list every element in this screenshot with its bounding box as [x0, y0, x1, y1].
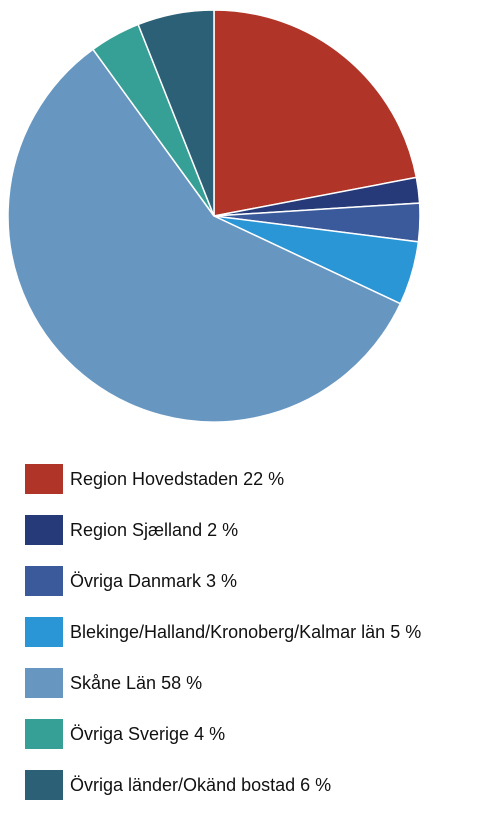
legend-swatch	[25, 464, 63, 494]
legend-label: Övriga länder/Okänd bostad 6 %	[70, 775, 331, 795]
legend-name: Region Hovedstaden	[70, 469, 238, 489]
legend-swatch	[25, 770, 63, 800]
legend-swatch	[25, 566, 63, 596]
legend-name: Region Sjælland	[70, 520, 202, 540]
legend-swatch	[25, 719, 63, 749]
legend-label: Skåne Län 58 %	[70, 673, 202, 693]
legend-value: 5 %	[390, 622, 421, 642]
legend-name: Skåne Län	[70, 673, 156, 693]
legend-label: Region Sjælland 2 %	[70, 520, 238, 540]
legend-value: 4 %	[194, 724, 225, 744]
legend-value: 22 %	[243, 469, 284, 489]
legend-value: 2 %	[207, 520, 238, 540]
legend-label: Region Hovedstaden 22 %	[70, 469, 284, 489]
pie-slice	[137, 9, 215, 217]
legend-swatch	[25, 668, 63, 698]
legend-label: Övriga Danmark 3 %	[70, 571, 237, 591]
legend-name: Övriga Danmark	[70, 571, 202, 591]
legend-name: Blekinge/Halland/Kronoberg/Kalmar län	[70, 622, 385, 642]
legend-value: 6 %	[300, 775, 331, 795]
legend-value: 58 %	[161, 673, 202, 693]
legend-name: Övriga länder/Okänd bostad	[70, 775, 295, 795]
legend-swatch	[25, 617, 63, 647]
pie-slice	[7, 48, 402, 423]
pie-slice	[213, 9, 418, 217]
legend-label: Blekinge/Halland/Kronoberg/Kalmar län 5 %	[70, 622, 421, 642]
legend-name: Övriga Sverige	[70, 724, 189, 744]
legend-value: 3 %	[206, 571, 237, 591]
legend-label: Övriga Sverige 4 %	[70, 724, 225, 744]
legend-swatch	[25, 515, 63, 545]
